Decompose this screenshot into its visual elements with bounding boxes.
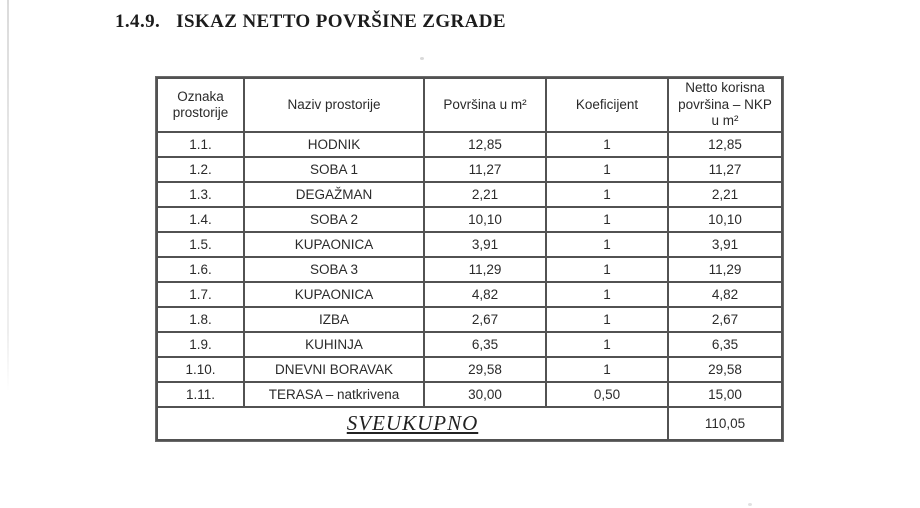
cell-code: 1.4. [156, 206, 245, 233]
cell-coef: 1 [545, 306, 669, 333]
cell-name: DEGAŽMAN [243, 181, 425, 208]
cell-area: 3,91 [423, 231, 547, 258]
cell-code: 1.10. [156, 356, 245, 383]
cell-coef: 1 [545, 356, 669, 383]
cell-area: 6,35 [423, 331, 547, 358]
net-area-table: Oznaka prostorije Naziv prostorije Površ… [155, 76, 784, 442]
cell-nkp: 12,85 [667, 131, 783, 158]
cell-area: 30,00 [423, 381, 547, 408]
cell-name: TERASA – natkrivena [243, 381, 425, 408]
cell-coef: 1 [545, 281, 669, 308]
cell-nkp: 10,10 [667, 206, 783, 233]
cell-nkp: 11,29 [667, 256, 783, 283]
cell-name: KUPAONICA [243, 281, 425, 308]
cell-code: 1.2. [156, 156, 245, 183]
cell-area: 2,67 [423, 306, 547, 333]
table-row: 1.11. TERASA – natkrivena 30,00 0,50 15,… [156, 381, 783, 408]
table-total-row: SVEUKUPNO 110,05 [156, 406, 783, 441]
cell-coef: 1 [545, 131, 669, 158]
total-label: SVEUKUPNO [346, 411, 479, 435]
cell-code: 1.5. [156, 231, 245, 258]
table-row: 1.9. KUHINJA 6,35 1 6,35 [156, 331, 783, 358]
cell-name: KUPAONICA [243, 231, 425, 258]
cell-coef: 1 [545, 206, 669, 233]
table-row: 1.6. SOBA 3 11,29 1 11,29 [156, 256, 783, 283]
cell-area: 11,27 [423, 156, 547, 183]
cell-nkp: 2,67 [667, 306, 783, 333]
cell-area: 4,82 [423, 281, 547, 308]
header-naziv-prostorije: Naziv prostorije [243, 77, 425, 133]
scan-speck [420, 57, 424, 60]
header-oznaka-prostorije: Oznaka prostorije [156, 77, 245, 133]
table-row: 1.7. KUPAONICA 4,82 1 4,82 [156, 281, 783, 308]
header-netto-korisna: Netto korisna površina – NKP u m² [667, 77, 783, 133]
cell-nkp: 2,21 [667, 181, 783, 208]
cell-area: 12,85 [423, 131, 547, 158]
cell-name: KUHINJA [243, 331, 425, 358]
total-value-cell: 110,05 [667, 406, 783, 441]
scan-edge-artifact [7, 0, 9, 392]
header-koeficijent: Koeficijent [545, 77, 669, 133]
table-row: 1.5. KUPAONICA 3,91 1 3,91 [156, 231, 783, 258]
total-label-cell: SVEUKUPNO [156, 406, 669, 441]
section-number: 1.4.9. [115, 11, 161, 32]
cell-code: 1.3. [156, 181, 245, 208]
cell-area: 2,21 [423, 181, 547, 208]
cell-name: HODNIK [243, 131, 425, 158]
cell-code: 1.7. [156, 281, 245, 308]
cell-area: 11,29 [423, 256, 547, 283]
cell-coef: 1 [545, 156, 669, 183]
cell-name: DNEVNI BORAVAK [243, 356, 425, 383]
table-row: 1.10. DNEVNI BORAVAK 29,58 1 29,58 [156, 356, 783, 383]
cell-code: 1.9. [156, 331, 245, 358]
cell-area: 29,58 [423, 356, 547, 383]
cell-coef: 1 [545, 181, 669, 208]
header-povrsina: Površina u m² [423, 77, 547, 133]
cell-code: 1.11. [156, 381, 245, 408]
cell-nkp: 4,82 [667, 281, 783, 308]
cell-code: 1.1. [156, 131, 245, 158]
table-row: 1.4. SOBA 2 10,10 1 10,10 [156, 206, 783, 233]
cell-code: 1.8. [156, 306, 245, 333]
cell-coef: 1 [545, 331, 669, 358]
cell-coef: 1 [545, 256, 669, 283]
cell-nkp: 11,27 [667, 156, 783, 183]
cell-code: 1.6. [156, 256, 245, 283]
table-row: 1.8. IZBA 2,67 1 2,67 [156, 306, 783, 333]
cell-area: 10,10 [423, 206, 547, 233]
table-row: 1.3. DEGAŽMAN 2,21 1 2,21 [156, 181, 783, 208]
cell-name: SOBA 2 [243, 206, 425, 233]
cell-nkp: 6,35 [667, 331, 783, 358]
cell-name: SOBA 1 [243, 156, 425, 183]
table-header-row: Oznaka prostorije Naziv prostorije Površ… [156, 77, 783, 133]
cell-nkp: 15,00 [667, 381, 783, 408]
cell-name: IZBA [243, 306, 425, 333]
scan-speck [748, 503, 752, 506]
cell-coef: 1 [545, 231, 669, 258]
cell-nkp: 3,91 [667, 231, 783, 258]
section-heading: ISKAZ NETTO POVRŠINE ZGRADE [176, 11, 506, 32]
cell-name: SOBA 3 [243, 256, 425, 283]
cell-nkp: 29,58 [667, 356, 783, 383]
table-row: 1.1. HODNIK 12,85 1 12,85 [156, 131, 783, 158]
cell-coef: 0,50 [545, 381, 669, 408]
table-row: 1.2. SOBA 1 11,27 1 11,27 [156, 156, 783, 183]
page-title: 1.4.9. ISKAZ NETTO POVRŠINE ZGRADE [115, 11, 506, 33]
